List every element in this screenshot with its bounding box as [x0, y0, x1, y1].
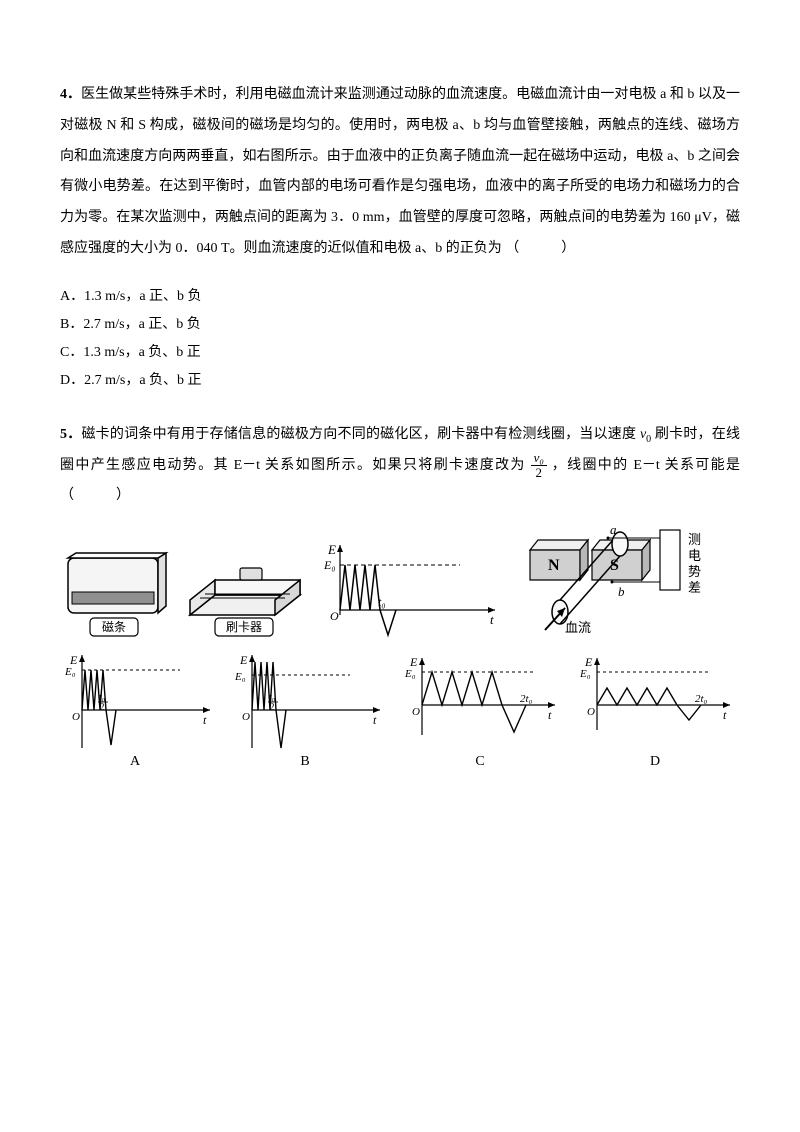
svg-text:2t₀: 2t₀: [520, 693, 533, 705]
svg-text:t: t: [548, 708, 552, 722]
svg-text:E: E: [327, 542, 336, 557]
svg-text:E₀: E₀: [64, 666, 76, 678]
svg-text:势: 势: [688, 564, 701, 579]
svg-text:a: a: [610, 522, 617, 537]
svg-text:测: 测: [688, 532, 701, 547]
q4-option-d: D．2.7 m/s，a 负、b 正: [60, 367, 740, 395]
svg-text:E: E: [239, 653, 248, 667]
svg-text:O: O: [330, 609, 339, 623]
svg-text:C: C: [475, 754, 484, 769]
svg-text:O: O: [587, 706, 595, 718]
option-graph-a: E E₀ O t₀ 2 t A: [60, 650, 215, 770]
flowmeter-figure: N S a b 血流 测 电 势 差: [510, 520, 710, 640]
option-graph-b: E E₀ O t₀ 2 t B: [230, 650, 385, 770]
svg-text:E₀: E₀: [323, 558, 336, 572]
svg-text:t: t: [373, 713, 377, 727]
svg-text:D: D: [650, 754, 660, 769]
frac-den: 2: [531, 466, 547, 480]
q4-number: 4．: [60, 87, 81, 102]
frac-num: v₀: [531, 451, 547, 466]
svg-text:b: b: [618, 584, 625, 599]
svg-text:O: O: [412, 706, 420, 718]
svg-text:E: E: [69, 653, 78, 667]
q5-figures-row1: 磁条 刷卡器 E E₀ O t₀ t N S: [60, 520, 740, 640]
q5-fraction: v₀2: [531, 451, 547, 481]
emf-graph-original: E E₀ O t₀ t: [320, 540, 500, 640]
option-graph-d: E E₀ O 2t₀ t D: [575, 650, 735, 770]
q4-option-c: C．1.3 m/s，a 负、b 正: [60, 339, 740, 367]
svg-text:t: t: [723, 708, 727, 722]
q4-option-b: B．2.7 m/s，a 正、b 负: [60, 311, 740, 339]
svg-text:血流: 血流: [565, 620, 591, 635]
q4-options: A．1.3 m/s，a 正、b 负 B．2.7 m/s，a 正、b 负 C．1.…: [60, 283, 740, 395]
svg-text:电: 电: [688, 548, 701, 563]
svg-text:2t₀: 2t₀: [695, 693, 708, 705]
svg-text:2: 2: [270, 702, 275, 713]
svg-text:2: 2: [100, 702, 105, 713]
svg-text:E: E: [409, 655, 418, 669]
svg-text:E: E: [584, 655, 593, 669]
svg-text:O: O: [242, 711, 250, 723]
svg-text:A: A: [130, 754, 141, 769]
svg-text:t: t: [490, 612, 494, 627]
svg-text:N: N: [548, 557, 560, 574]
svg-text:磁条: 磁条: [102, 619, 126, 634]
svg-text:刷卡器: 刷卡器: [226, 620, 262, 634]
svg-text:O: O: [72, 711, 80, 723]
svg-text:B: B: [300, 754, 309, 769]
svg-text:E₀: E₀: [404, 668, 416, 680]
svg-text:E₀: E₀: [579, 668, 591, 680]
option-graph-c: E E₀ O 2t₀ t C: [400, 650, 560, 770]
q5-number: 5．: [60, 427, 81, 442]
question-5: 5．磁卡的词条中有用于存储信息的磁极方向不同的磁化区，刷卡器中有检测线圈，当以速…: [60, 420, 740, 512]
svg-text:差: 差: [688, 580, 701, 595]
q5-option-graphs: E E₀ O t₀ 2 t A E E₀ O t₀ 2 t B E E₀: [60, 650, 740, 770]
card-reader-figure: 刷卡器: [180, 550, 310, 640]
q4-text: 医生做某些特殊手术时，利用电磁血流计来监测通过动脉的血流速度。电磁血流计由一对电…: [60, 87, 740, 256]
svg-text:t: t: [203, 713, 207, 727]
svg-text:t₀: t₀: [378, 595, 386, 609]
q5-prefix: 磁卡的词条中有用于存储信息的磁极方向不同的磁化区，刷卡器中有检测线圈，当以速度: [81, 427, 639, 442]
question-4: 4．医生做某些特殊手术时，利用电磁血流计来监测通过动脉的血流速度。电磁血流计由一…: [60, 80, 740, 265]
svg-text:E₀: E₀: [234, 671, 246, 683]
magnetic-card-figure: 磁条: [60, 550, 170, 640]
q4-option-a: A．1.3 m/s，a 正、b 负: [60, 283, 740, 311]
